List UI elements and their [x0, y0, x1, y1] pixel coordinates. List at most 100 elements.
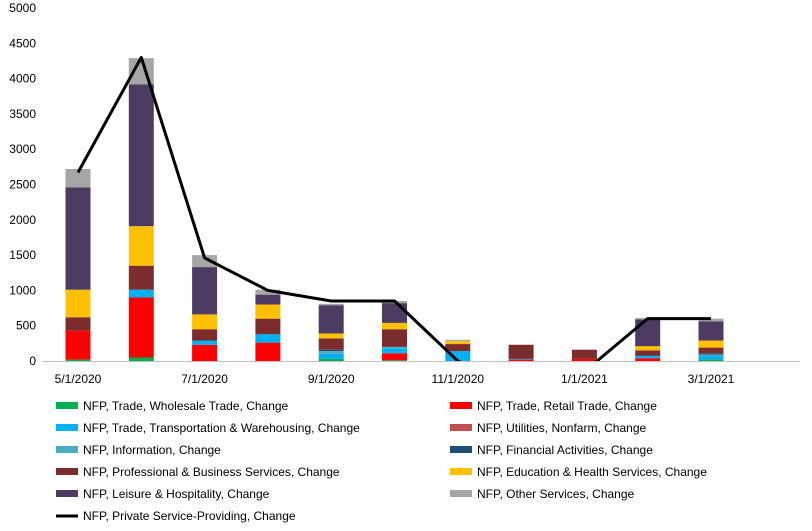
bar-segment [445, 351, 471, 361]
x-tick-label: 1/1/2021 [561, 372, 608, 386]
legend-swatch [450, 468, 472, 475]
line-series-path [76, 55, 711, 362]
bar-segment [65, 359, 91, 361]
y-tick-label: 1000 [9, 283, 36, 297]
legend-swatch [450, 402, 472, 409]
legend-item: NFP, Trade, Wholesale Trade, Change [56, 399, 289, 413]
bar-segment [65, 168, 91, 188]
bar-segment [65, 187, 91, 290]
bar-segment [192, 314, 218, 330]
y-tick-label: 1500 [9, 248, 36, 262]
legend: NFP, Trade, Wholesale Trade, Change NFP, … [56, 399, 707, 523]
bar-segment [65, 330, 91, 360]
legend-swatch [450, 490, 472, 497]
bar-segment [255, 294, 281, 305]
bar-segment [635, 356, 661, 359]
bar-segment [318, 358, 344, 361]
bar-segment [192, 340, 218, 345]
bar-segment [382, 348, 407, 354]
legend-swatch [450, 446, 472, 453]
y-tick-label: 3500 [9, 107, 36, 121]
y-tick-label: 3000 [9, 142, 36, 156]
bar-segment [318, 305, 344, 334]
bar-segment [508, 344, 534, 359]
bar-segment [192, 255, 218, 268]
bar-segment [382, 303, 407, 323]
bar-segment [318, 349, 344, 352]
legend-label: NFP, Education & Health Services, Change [477, 465, 707, 479]
legend-label: NFP, Private Service-Providing, Change [83, 509, 296, 523]
bar-segment [255, 304, 281, 319]
bar-segment [192, 267, 218, 315]
legend-swatch [450, 424, 472, 431]
bar-segment [698, 359, 724, 361]
y-tick-label: 500 [16, 319, 36, 333]
bar-segment [382, 346, 407, 349]
x-tick-label: 9/1/2020 [308, 372, 355, 386]
legend-item: NFP, Trade, Retail Trade, Change [450, 399, 657, 413]
legend-item: NFP, Trade, Transportation & Warehousing… [56, 421, 360, 435]
bar-segment [635, 350, 661, 356]
y-tick-label: 4000 [9, 72, 36, 86]
bar-segment [698, 354, 724, 357]
legend-item: NFP, Education & Health Services, Change [450, 465, 707, 479]
legend-label: NFP, Utilities, Nonfarm, Change [477, 421, 647, 435]
bar-segment [192, 329, 218, 341]
bar-segment [255, 289, 281, 295]
y-tick-label: 5000 [9, 1, 36, 15]
bar-segment [571, 358, 597, 361]
bars [65, 58, 724, 361]
bar-segment [255, 318, 281, 335]
bar-segment [128, 84, 154, 227]
bar-segment [382, 353, 407, 361]
bar-segment [318, 303, 344, 306]
legend-swatch [56, 446, 78, 453]
bar-segment [508, 359, 534, 361]
bar-segment [128, 226, 154, 266]
bar-segment [698, 340, 724, 348]
bar-segment [445, 341, 471, 345]
bar-segment [445, 344, 471, 352]
legend-item: NFP, Information, Change [56, 443, 221, 457]
x-axis: 5/1/2020 7/1/2020 9/1/2020 11/1/2020 1/1/202… [55, 372, 735, 386]
bar-segment [382, 360, 407, 361]
legend-item: NFP, Utilities, Nonfarm, Change [450, 421, 647, 435]
legend-label: NFP, Other Services, Change [477, 487, 635, 501]
bar-segment [318, 353, 344, 359]
legend-label: NFP, Information, Change [83, 443, 221, 457]
legend-item: NFP, Other Services, Change [450, 487, 635, 501]
y-tick-label: 0 [29, 354, 36, 368]
y-tick-label: 2500 [9, 178, 36, 192]
bar-segment [128, 297, 154, 358]
legend-swatch [56, 424, 78, 431]
legend-label: NFP, Trade, Wholesale Trade, Change [83, 399, 289, 413]
bar-segment [318, 333, 344, 339]
legend-item: NFP, Leisure & Hospitality, Change [56, 487, 270, 501]
bar-segment [255, 342, 281, 361]
legend-label: NFP, Leisure & Hospitality, Change [83, 487, 270, 501]
bar-segment [571, 349, 597, 359]
bar-segment [698, 356, 724, 360]
x-tick-label: 3/1/2021 [688, 372, 735, 386]
bar-segment [192, 344, 218, 361]
bar-segment [698, 347, 724, 354]
bar-segment [65, 317, 91, 331]
y-tick-label: 2000 [9, 213, 36, 227]
bar-segment [255, 334, 281, 343]
legend-label: NFP, Trade, Retail Trade, Change [477, 399, 657, 413]
legend-item: NFP, Financial Activities, Change [450, 443, 653, 457]
bar-segment [635, 319, 661, 347]
legend-item: NFP, Private Service-Providing, Change [56, 509, 296, 523]
bar-segment [318, 351, 344, 354]
bar-segment [128, 265, 154, 290]
legend-swatch [56, 468, 78, 475]
x-tick-label: 11/1/2020 [432, 372, 485, 386]
y-tick-label: 4500 [9, 36, 36, 50]
bar-segment [128, 289, 154, 298]
line-layer [76, 55, 711, 362]
legend-swatch [56, 490, 78, 497]
x-tick-label: 7/1/2020 [181, 372, 228, 386]
x-tick-label: 5/1/2020 [55, 372, 102, 386]
